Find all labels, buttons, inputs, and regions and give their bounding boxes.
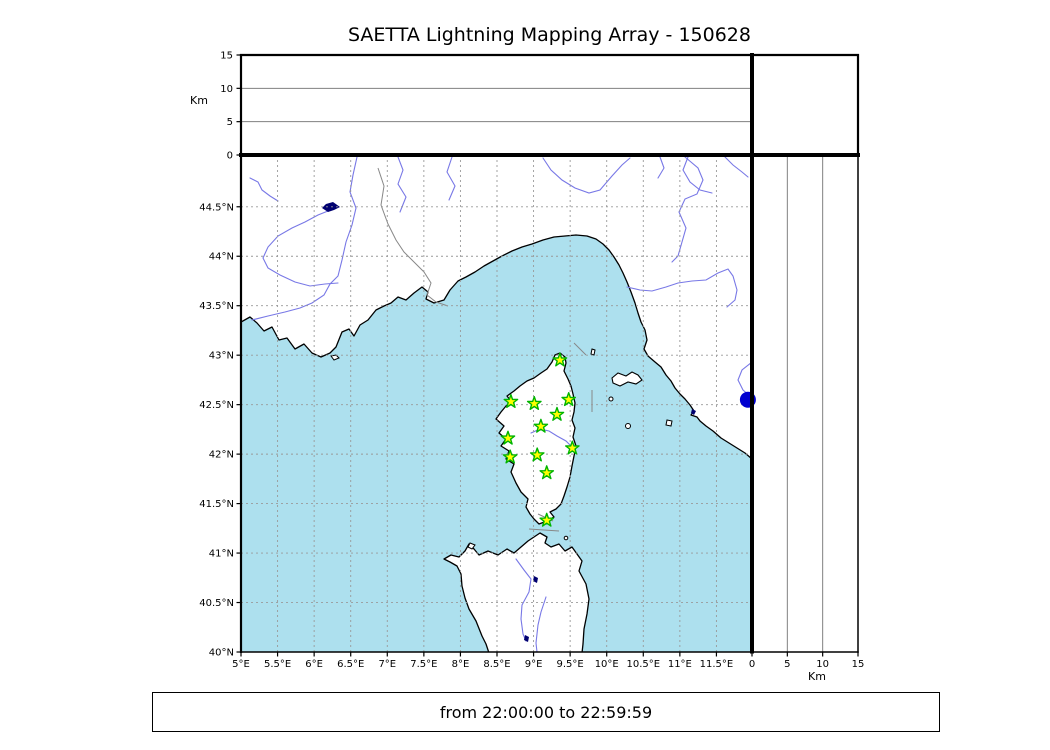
right-panel-xlabel: Km — [808, 670, 826, 683]
lon-tick-label: 9°E — [525, 659, 543, 670]
lon-tick-label: 10.5°E — [626, 659, 660, 670]
station-star-icon — [526, 396, 542, 410]
corsica-coastline — [495, 352, 577, 525]
lat-tick-label: 41.5°N — [199, 499, 234, 510]
altitude-latitude-panel — [752, 155, 858, 652]
station-star-icon — [561, 392, 576, 407]
pianosa-island — [608, 396, 614, 402]
lon-tick-label: 5°E — [232, 659, 250, 670]
panel-spines — [239, 53, 860, 654]
station-star-icon — [503, 394, 519, 408]
station-star-icon — [529, 447, 545, 462]
lon-tick-label: 6.5°E — [337, 659, 364, 670]
axis-tick-labels: 5°E 5.5°E 6°E 6.5°E 7°E 7.5°E 8°E 8.5°E 9°E 9.5°E… — [199, 51, 864, 671]
figure-title: SAETTA Lightning Mapping Array - 150628 — [348, 24, 751, 46]
lon-tick-label: 8.5°E — [483, 659, 510, 670]
altitude-tick-label: 5 — [227, 117, 233, 128]
altitude-tick-label: 10 — [220, 84, 233, 95]
lat-tick-label: 43°N — [209, 351, 234, 362]
lat-tick-label: 42°N — [209, 450, 234, 461]
altitude-gridlines-right — [786, 155, 824, 652]
lon-tick-label: 11.5°E — [700, 659, 734, 670]
corner-panel — [752, 55, 858, 155]
hyeres-islands — [330, 354, 340, 361]
time-range-text: from 22:00:00 to 22:59:59 — [439, 702, 653, 722]
altitude-gridlines — [241, 87, 752, 123]
altitude-tick-label: 15 — [852, 659, 865, 670]
altitude-tick-label: 0 — [749, 659, 755, 670]
lon-tick-label: 10°E — [595, 659, 619, 670]
rivers — [249, 156, 752, 652]
sardinia-coastline — [443, 532, 590, 652]
lat-tick-label: 43.5°N — [199, 301, 234, 312]
station-star-icon — [552, 352, 568, 367]
asinara-island — [467, 542, 476, 550]
lon-tick-label: 5.5°E — [264, 659, 291, 670]
giglio-island — [665, 419, 673, 427]
station-star-icon — [533, 418, 549, 433]
map-gridlines — [241, 155, 752, 652]
station-star-icon — [500, 430, 516, 445]
station-star-icon — [539, 512, 555, 527]
lat-tick-label: 40.5°N — [199, 598, 234, 609]
lon-tick-label: 9.5°E — [557, 659, 584, 670]
mainland-coastline — [241, 155, 752, 460]
lat-tick-label: 44°N — [209, 252, 234, 263]
station-star-icon — [502, 449, 518, 464]
lon-tick-label: 7.5°E — [410, 659, 437, 670]
elba-island — [611, 371, 643, 387]
axis-ticks — [236, 54, 859, 657]
station-star-icon — [539, 465, 555, 480]
lon-tick-label: 7°E — [378, 659, 396, 670]
map-panel — [241, 155, 752, 652]
station-star-icon — [549, 406, 565, 421]
altitude-tick-label: 0 — [227, 151, 233, 162]
country-borders — [377, 167, 593, 532]
lat-tick-label: 42.5°N — [199, 400, 234, 411]
time-range-box: from 22:00:00 to 22:59:59 — [152, 692, 940, 732]
lon-tick-label: 6°E — [305, 659, 323, 670]
lon-tick-label: 8°E — [452, 659, 470, 670]
lat-tick-label: 44.5°N — [199, 202, 234, 213]
altitude-longitude-panel — [241, 55, 752, 155]
montecristo-island — [625, 423, 631, 429]
station-star-icon — [565, 440, 580, 455]
lat-tick-label: 41°N — [209, 549, 234, 560]
capraia-island — [590, 348, 596, 356]
maddalena-island — [563, 535, 569, 541]
lon-tick-label: 11°E — [668, 659, 692, 670]
lat-tick-label: 40°N — [209, 648, 234, 659]
altitude-tick-label: 15 — [220, 51, 233, 62]
top-panel-ylabel: Km — [190, 94, 208, 107]
altitude-tick-label: 5 — [784, 659, 790, 670]
altitude-tick-label: 10 — [816, 659, 829, 670]
station-markers — [500, 352, 580, 527]
